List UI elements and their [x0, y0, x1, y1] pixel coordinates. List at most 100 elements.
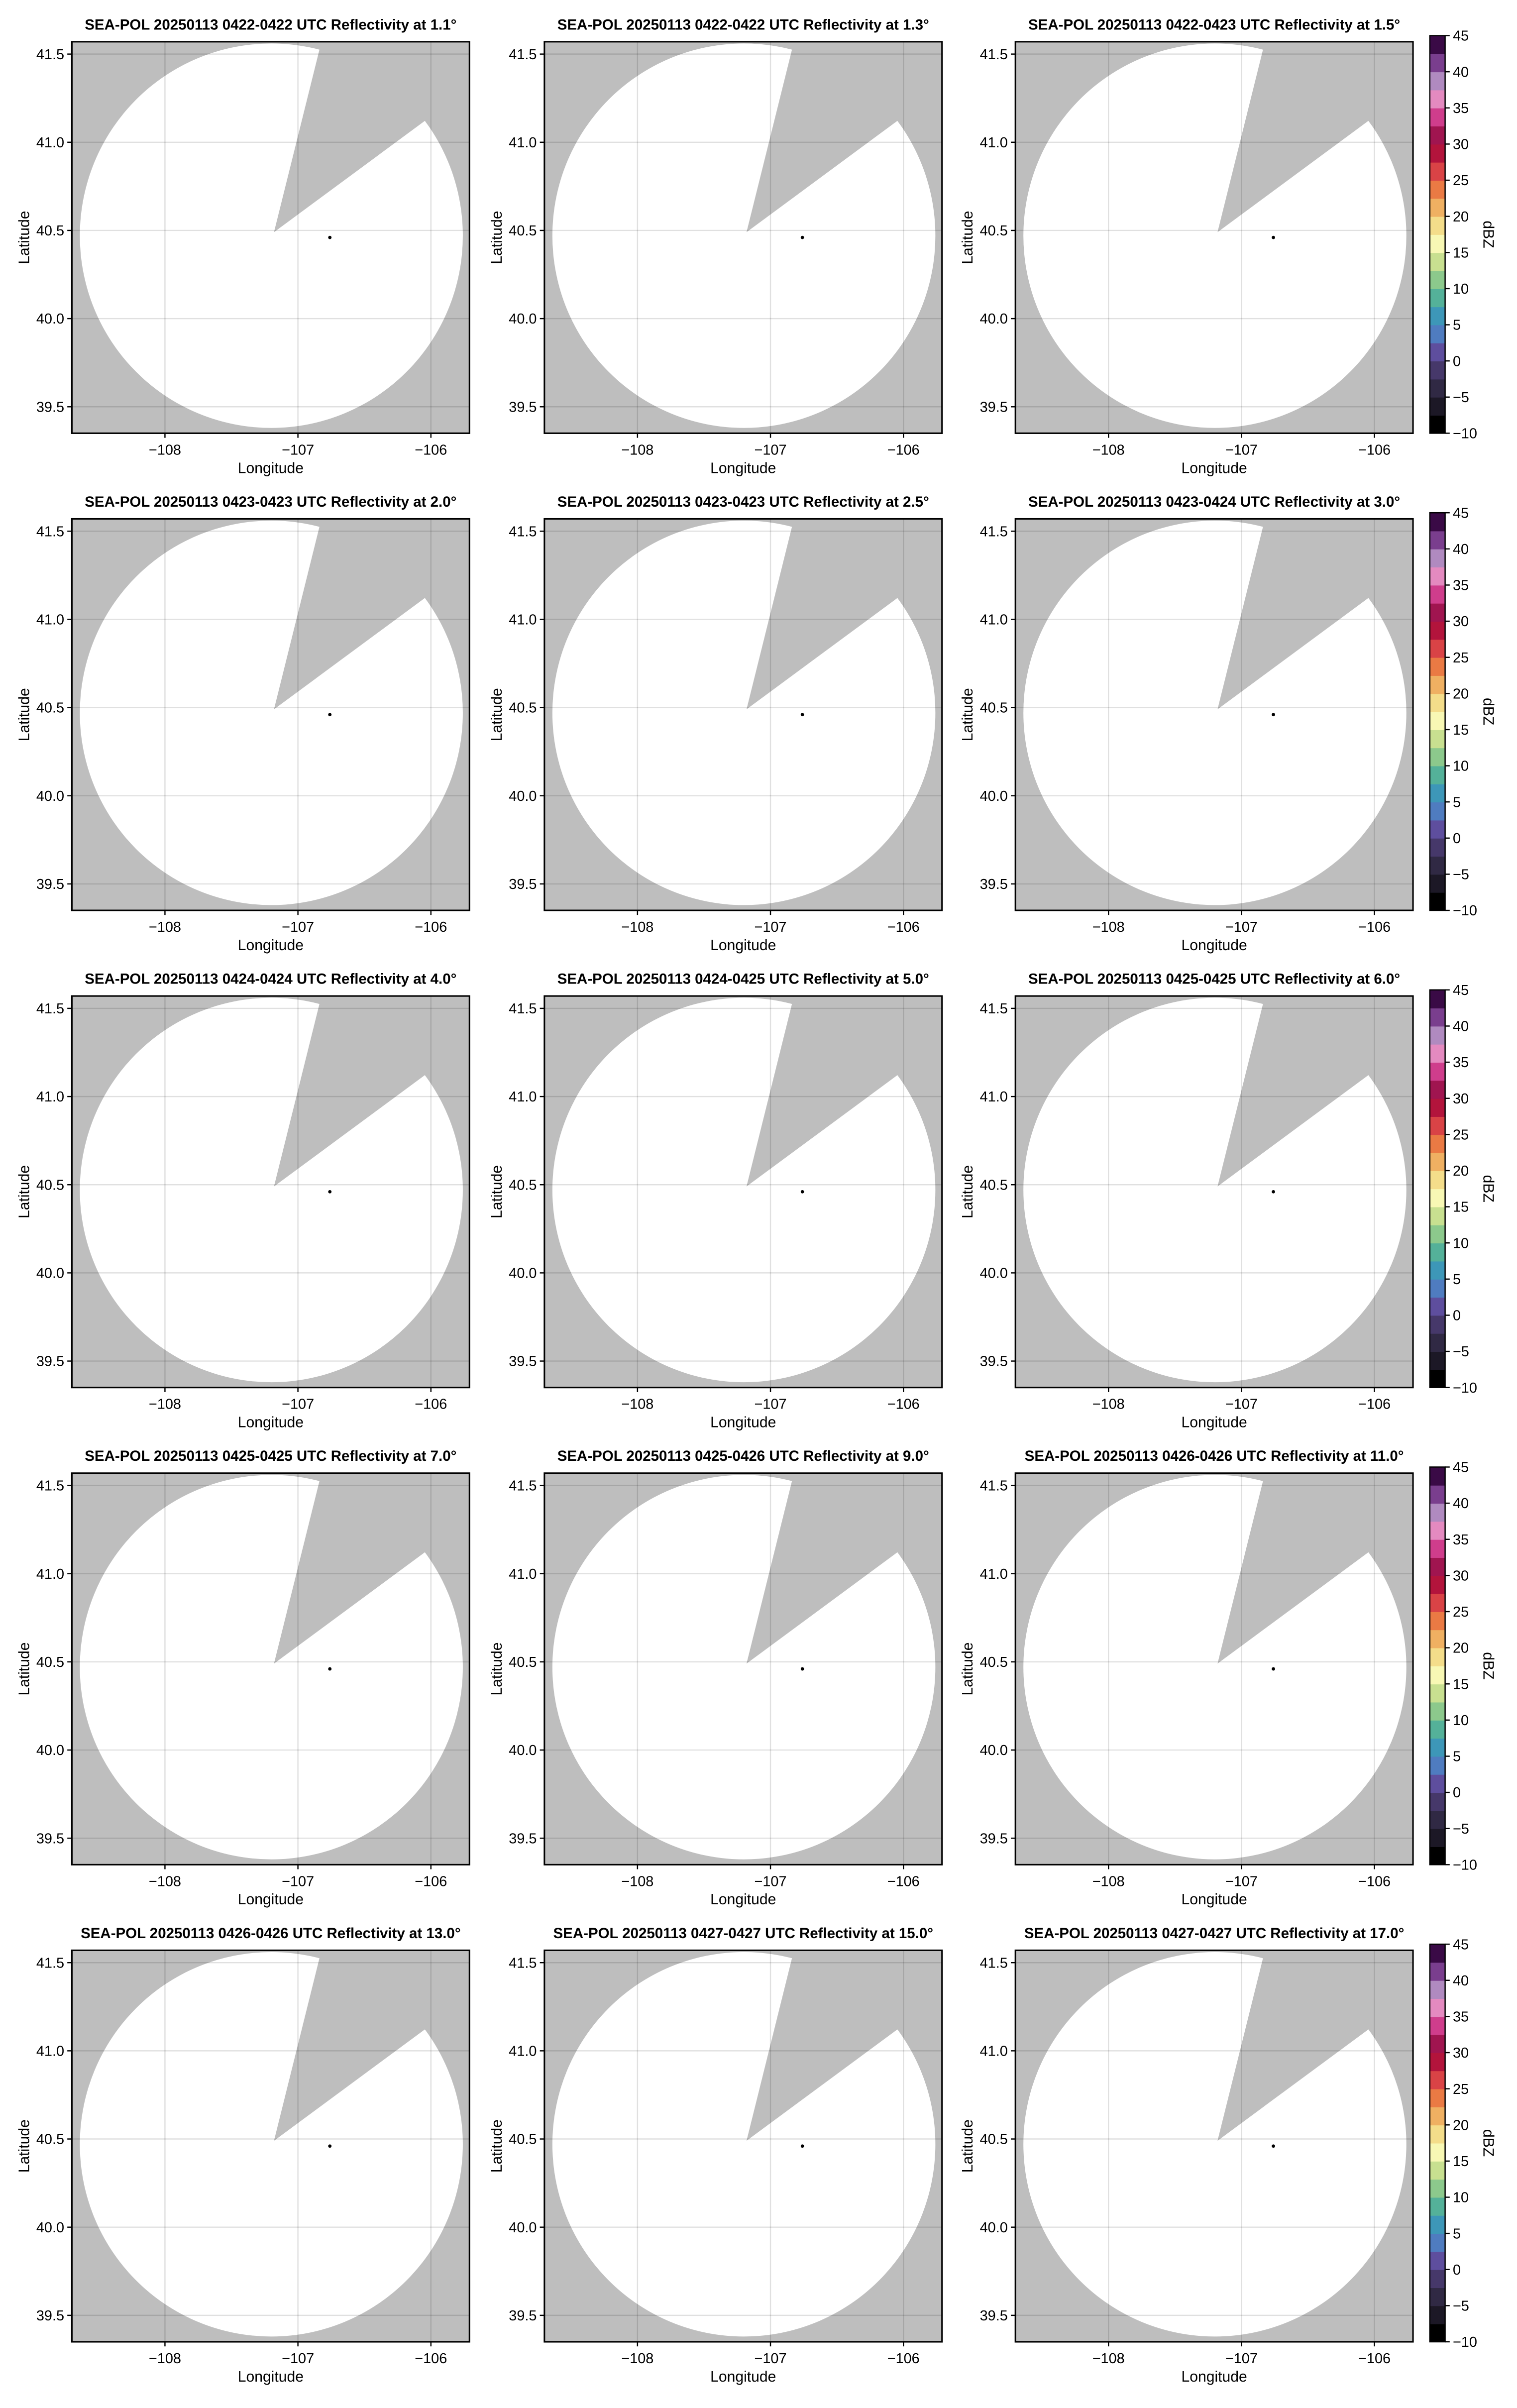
x-tick-label: −107 — [1225, 442, 1258, 458]
plot-area — [72, 996, 470, 1388]
x-axis-label: Longitude — [238, 1415, 304, 1431]
x-tick-label: −107 — [1225, 1873, 1258, 1889]
colorbar-tick-label: 10 — [1453, 281, 1469, 297]
colorbar-tick-label: −5 — [1453, 390, 1469, 406]
x-tick-label: −107 — [282, 1873, 314, 1889]
y-tick-label: 40.0 — [36, 1266, 64, 1282]
x-tick-label: −107 — [1225, 1397, 1258, 1413]
panel-title: SEA-POL 20250113 0422-0423 UTC Reflectiv… — [1028, 16, 1400, 33]
y-axis-label: Latitude — [960, 1642, 976, 1695]
panel-4: SEA-POL 20250113 0423-0423 UTC Reflectiv… — [16, 494, 470, 954]
colorbar-segment — [1429, 270, 1445, 289]
x-axis-label: Longitude — [710, 937, 776, 954]
colorbar-segment — [1429, 1503, 1445, 1522]
colorbar-segment — [1429, 1189, 1445, 1207]
radar-site-marker — [1272, 2144, 1275, 2148]
colorbar-segment — [1429, 675, 1445, 694]
x-tick-label: −107 — [282, 2351, 314, 2367]
colorbar-tick-label: 0 — [1453, 1785, 1461, 1801]
x-tick-label: −106 — [415, 1873, 447, 1889]
colorbar-tick-label: 30 — [1453, 137, 1469, 153]
y-tick-label: 40.0 — [36, 788, 64, 804]
y-tick-label: 41.0 — [509, 135, 537, 151]
colorbar-frame — [1429, 1466, 1446, 1865]
x-tick-label: −106 — [887, 442, 920, 458]
y-tick-label: 39.5 — [509, 2308, 537, 2324]
radar-site-marker — [328, 1667, 332, 1671]
colorbar-segment — [1429, 639, 1445, 658]
x-axis-label: Longitude — [710, 2369, 776, 2385]
colorbar-segment — [1429, 1279, 1445, 1298]
colorbar-segment — [1429, 548, 1445, 568]
colorbar-segment — [1429, 766, 1445, 784]
colorbar-tick-label: −10 — [1453, 426, 1477, 442]
y-tick-label: 40.0 — [509, 311, 537, 327]
y-axis-label: Latitude — [960, 1165, 976, 1218]
y-tick-label: 41.5 — [980, 47, 1008, 63]
y-tick-label: 40.5 — [509, 700, 537, 716]
x-tick-label: −106 — [1358, 1397, 1391, 1413]
colorbar-tick-label: 40 — [1453, 1019, 1469, 1035]
axes-frame — [71, 518, 470, 911]
colorbar-segment — [1429, 126, 1445, 145]
colorbar-tick-label: 35 — [1453, 578, 1469, 594]
colorbar-segment — [1429, 729, 1445, 749]
colorbar-segment — [1429, 1008, 1445, 1027]
colorbar-frame — [1429, 512, 1446, 911]
colorbar-tick-label: −5 — [1453, 2299, 1469, 2314]
colorbar-tick-label: 25 — [1453, 1604, 1469, 1620]
x-tick-label: −107 — [755, 1873, 787, 1889]
colorbar-segment — [1429, 1224, 1445, 1244]
colorbar-tick-label: 20 — [1453, 209, 1469, 225]
y-axis-label: Latitude — [16, 2119, 32, 2173]
colorbar-tick-label: 25 — [1453, 650, 1469, 666]
x-axis-label: Longitude — [710, 1415, 776, 1431]
panel-15: SEA-POL 20250113 0427-0427 UTC Reflectiv… — [960, 1925, 1496, 2385]
colorbar-tick-label: 5 — [1453, 1749, 1461, 1765]
colorbar-segment — [1429, 2251, 1445, 2270]
colorbar-label: dBZ — [1480, 1652, 1496, 1679]
colorbar-tick-label: 25 — [1453, 2081, 1469, 2097]
colorbar-segment — [1429, 1962, 1445, 1981]
x-tick-label: −106 — [1358, 2351, 1391, 2367]
colorbar-segment — [1429, 1170, 1445, 1190]
y-tick-label: 40.0 — [509, 1743, 537, 1758]
colorbar-tick-label: 20 — [1453, 2117, 1469, 2133]
colorbar-tick-label: 15 — [1453, 1676, 1469, 1692]
x-tick-label: −108 — [621, 442, 653, 458]
colorbar-tick-label: −10 — [1453, 1857, 1477, 1873]
colorbar-tick-label: 25 — [1453, 1127, 1469, 1143]
colorbar-segment — [1429, 1333, 1445, 1352]
colorbar-tick-label: 15 — [1453, 722, 1469, 738]
panel-3: SEA-POL 20250113 0422-0423 UTC Reflectiv… — [960, 16, 1496, 476]
axes-frame — [543, 41, 943, 434]
blocked-sector — [1217, 1473, 1413, 1664]
colorbar-frame — [1429, 989, 1446, 1388]
colorbar-segment — [1429, 2323, 1445, 2342]
colorbar-segment — [1429, 1152, 1445, 1171]
blocked-sector — [746, 996, 942, 1187]
panel-title: SEA-POL 20250113 0426-0426 UTC Reflectiv… — [1025, 1448, 1404, 1464]
colorbar-segment — [1429, 1243, 1445, 1262]
x-tick-label: −106 — [887, 2351, 920, 2367]
colorbar-segment — [1429, 1828, 1445, 1847]
colorbar-segment — [1429, 1315, 1445, 1334]
colorbar-segment — [1429, 874, 1445, 893]
panel-6: SEA-POL 20250113 0423-0424 UTC Reflectiv… — [960, 494, 1496, 954]
plot-area — [1015, 519, 1413, 911]
x-tick-label: −106 — [415, 442, 447, 458]
colorbar-segment — [1429, 1665, 1445, 1685]
x-tick-label: −106 — [1358, 1873, 1391, 1889]
y-tick-label: 41.5 — [509, 1478, 537, 1494]
y-tick-label: 41.5 — [509, 1001, 537, 1017]
axes-frame — [1014, 995, 1414, 1389]
panel-title: SEA-POL 20250113 0423-0424 UTC Reflectiv… — [1028, 494, 1400, 510]
colorbar-segment — [1429, 989, 1445, 1009]
colorbar-segment — [1429, 1134, 1445, 1153]
colorbar-segment — [1429, 1998, 1445, 2017]
colorbar-tick-label: 20 — [1453, 686, 1469, 702]
colorbar-segment — [1429, 2125, 1445, 2144]
x-tick-label: −108 — [1092, 2351, 1125, 2367]
colorbar-segment — [1429, 2305, 1445, 2324]
y-tick-label: 41.5 — [980, 524, 1008, 540]
